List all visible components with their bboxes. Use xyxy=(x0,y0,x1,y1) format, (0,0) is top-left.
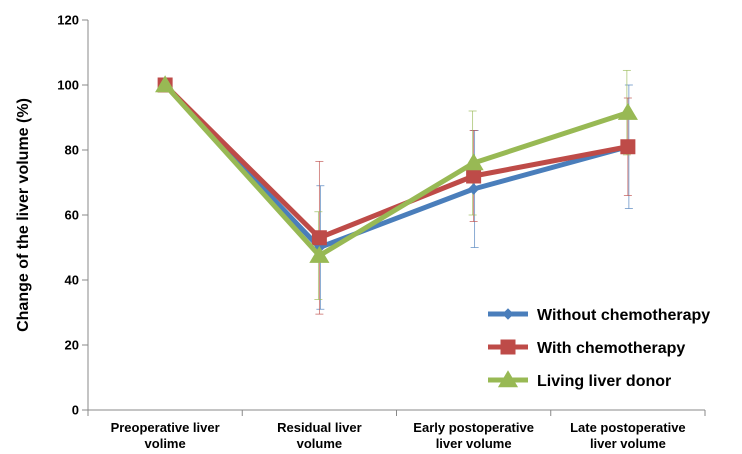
legend-item: Living liver donor xyxy=(488,370,671,390)
y-tick-label: 0 xyxy=(72,403,79,418)
series-living-liver-donor xyxy=(155,75,638,263)
x-tick-label: Residual liver xyxy=(277,420,362,435)
legend-item: Without chemotherapy xyxy=(488,307,710,324)
y-tick-label: 80 xyxy=(65,143,79,158)
y-tick-label: 20 xyxy=(65,338,79,353)
legend-item: With chemotherapy xyxy=(488,339,685,357)
series-line xyxy=(163,83,629,259)
series-without-chemotherapy xyxy=(159,79,634,254)
square-marker xyxy=(311,230,327,246)
y-tick-label: 60 xyxy=(65,208,79,223)
x-tick-label: liver volume xyxy=(590,436,666,451)
diamond-marker xyxy=(467,183,480,195)
x-tick-label: Late postoperative xyxy=(570,420,686,435)
x-tick-label: Early postoperative xyxy=(413,420,534,435)
x-tick-label: liver volume xyxy=(436,436,512,451)
legend-label: Living liver donor xyxy=(537,373,671,390)
x-tick-label: Preoperative liver xyxy=(111,420,220,435)
legend-label: With chemotherapy xyxy=(537,340,685,357)
legend-square-marker xyxy=(500,339,516,355)
y-tick-label: 40 xyxy=(65,273,79,288)
legend-diamond-marker xyxy=(502,308,514,320)
triangle-marker xyxy=(617,102,638,120)
x-tick-label: volume xyxy=(297,436,343,451)
y-axis-ticks: 0 20 40 60 80 100 120 xyxy=(57,13,88,418)
y-axis-title: Change of the liver volume (%) xyxy=(15,98,32,332)
triangle-marker xyxy=(309,245,330,263)
triangle-marker xyxy=(155,75,176,93)
square-marker xyxy=(466,168,482,184)
series-lines xyxy=(155,75,638,263)
legend-label: Without chemotherapy xyxy=(537,307,710,324)
x-tick-label: volime xyxy=(145,436,186,451)
square-marker xyxy=(620,139,636,155)
series-line xyxy=(163,83,629,250)
legend: Without chemotherapy With chemotherapy Liv… xyxy=(488,307,710,390)
triangle-marker xyxy=(463,153,484,171)
y-tick-label: 100 xyxy=(57,78,79,93)
y-tick-label: 120 xyxy=(57,13,79,28)
legend-triangle-marker xyxy=(497,370,519,388)
